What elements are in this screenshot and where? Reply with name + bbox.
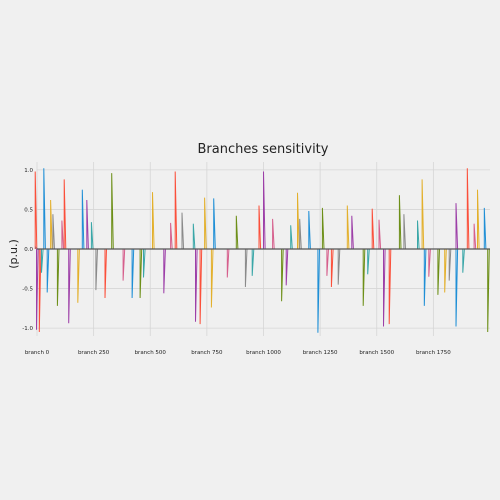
x-tick-label-1: branch 250 (78, 350, 110, 356)
x-tick-label-5: branch 1250 (303, 350, 338, 356)
chart-title: Branches sensitivity (198, 142, 329, 157)
x-tick-label-4: branch 1000 (246, 350, 281, 356)
y-tick-label-0: 1.0 (24, 168, 33, 174)
y-tick-labels: 1.0 0.5 0.0 -0.5 -1.0 (22, 168, 33, 332)
x-tick-label-7: branch 1750 (416, 350, 451, 356)
y-tick-label-4: -1.0 (22, 326, 33, 332)
y-axis-label: (p.u.) (7, 239, 20, 269)
x-tick-labels: branch 0 branch 250 branch 500 branch 750 br… (25, 350, 451, 356)
x-tick-label-2: branch 500 (135, 350, 167, 356)
series-line-0 (35, 168, 487, 333)
x-tick-label-6: branch 1500 (359, 350, 394, 356)
series-group (34, 168, 490, 333)
y-tick-label-3: -0.5 (22, 287, 33, 293)
y-tick-label-2: 0.0 (24, 247, 33, 253)
y-tick-label-1: 0.5 (24, 207, 33, 213)
x-tick-label-3: branch 750 (191, 350, 223, 356)
x-tick-label-0: branch 0 (25, 350, 50, 356)
series-line-6 (41, 220, 465, 278)
series-line-7 (61, 218, 477, 281)
